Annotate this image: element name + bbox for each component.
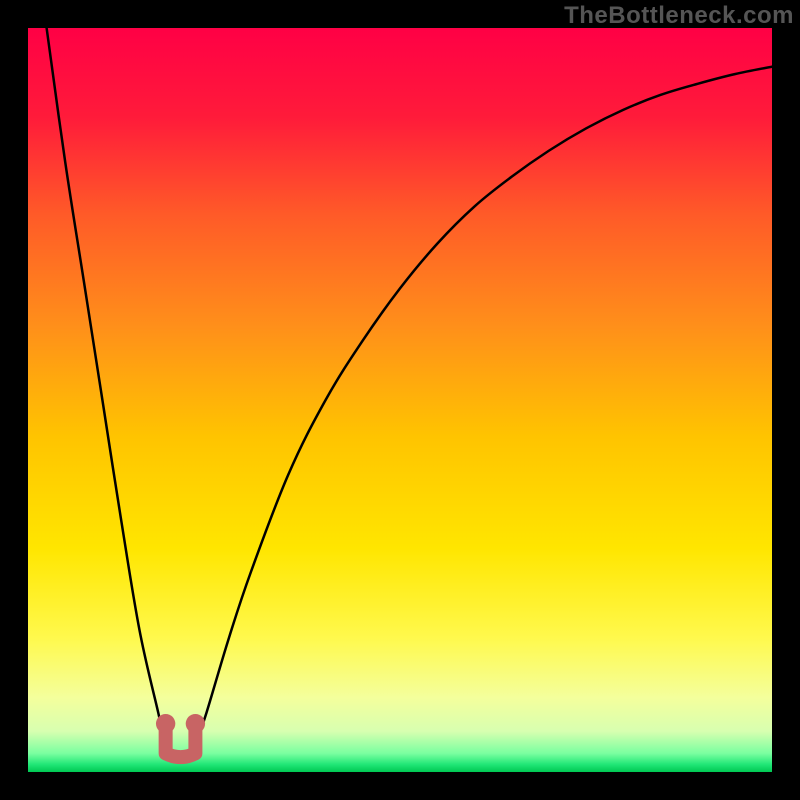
u-marker-cap-1 [186,714,205,733]
watermark-text: TheBottleneck.com [564,2,794,30]
u-marker-cap-0 [156,714,175,733]
plot-area [28,28,772,772]
chart-svg [28,28,772,772]
chart-container: TheBottleneck.com [0,0,800,800]
gradient-background [28,28,772,772]
